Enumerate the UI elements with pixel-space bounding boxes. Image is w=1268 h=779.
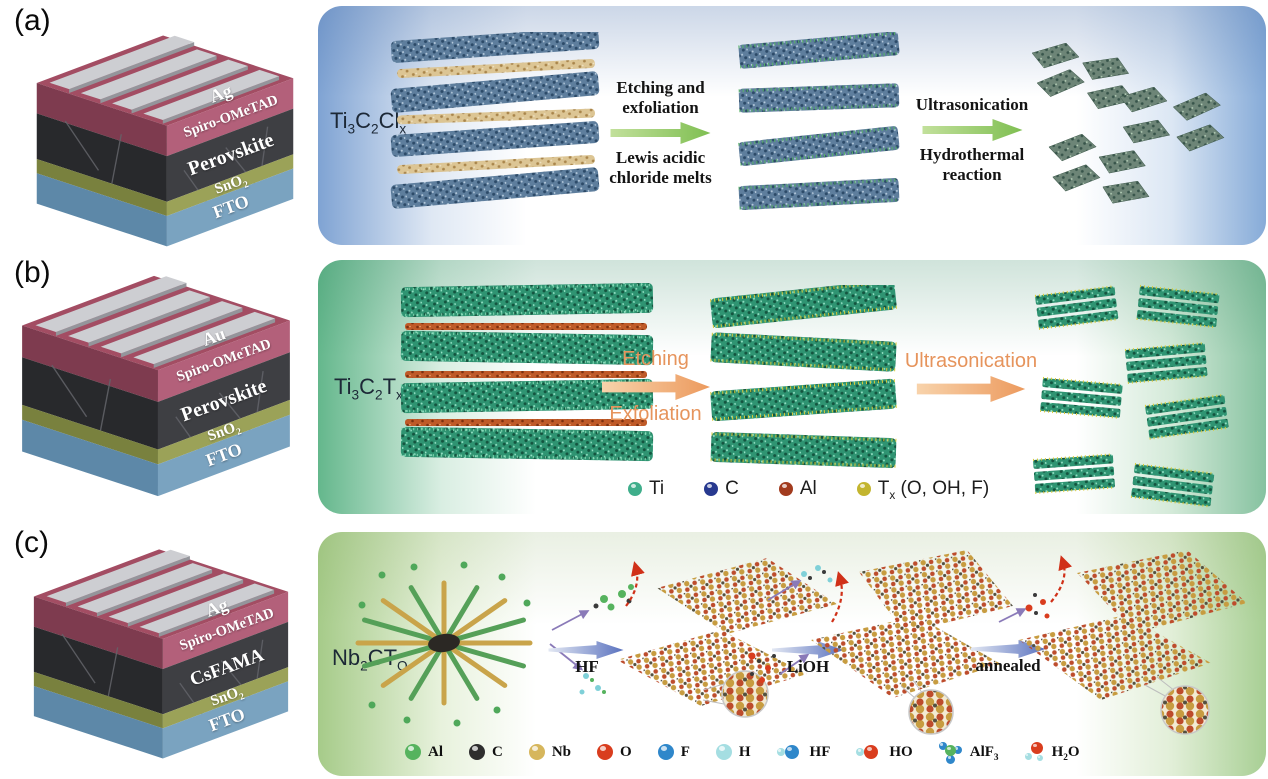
legend-label: Nb xyxy=(551,743,572,760)
legend-label: O xyxy=(620,743,632,760)
step-label-hf: HF xyxy=(575,657,599,676)
legend-label: F xyxy=(680,743,690,760)
step-etching-exfoliation-b: Etching Exfoliation xyxy=(593,348,718,426)
lioh-reaction-molecules-illustration xyxy=(748,565,849,683)
step-ultrasonication-b: Ultrasonication xyxy=(897,350,1045,405)
legend-item-al: Al xyxy=(778,478,817,500)
legend-item-tx: Tx (O, OH, F) xyxy=(856,478,990,502)
ti-atom-icon xyxy=(628,482,642,496)
legend-panel-b: Ti C Al Tx (O, OH, F) xyxy=(628,478,990,502)
c-atom-icon xyxy=(704,482,719,496)
legend-label: Al xyxy=(428,743,443,760)
material-label-ti3c2tx: Ti3C2Tx xyxy=(334,374,403,403)
legend-label: Ti xyxy=(649,478,665,499)
legend-label: HO xyxy=(889,743,913,760)
step-label-line: Exfoliation xyxy=(609,403,702,425)
c-atom-icon xyxy=(469,744,485,760)
legend-panel-c: Al C Nb O F H HF HO xyxy=(405,740,1080,764)
step-label-line: chloride melts xyxy=(609,168,712,187)
hf-reaction-molecules-illustration xyxy=(549,561,645,695)
step-label-lioh: LiOH xyxy=(786,657,830,676)
mxene-quantum-flakes-illustration xyxy=(1032,43,1225,208)
step-label-annealed: annealed xyxy=(975,656,1041,675)
legend-item-alf3: AlF3 xyxy=(938,740,999,764)
tx-atom-icon xyxy=(856,482,871,496)
panel-c-letter: (c) xyxy=(14,526,49,559)
legend-item-al: Al xyxy=(405,744,443,761)
device-stack-a: Ag Spiro-OMeTAD Perovskite SnO2 FTO xyxy=(20,26,310,254)
legend-item-h: H xyxy=(715,743,751,761)
etched-mxene-stack-illustration xyxy=(738,32,900,210)
legend-item-nb: Nb xyxy=(528,743,572,761)
legend-label: H xyxy=(738,743,751,760)
nb2c-max-fan-illustration xyxy=(355,561,533,727)
legend-item-c: C xyxy=(704,478,739,500)
step-label-line: exfoliation xyxy=(622,98,699,117)
mxene-flakes-illustration-b xyxy=(1032,284,1229,508)
legend-item-o: O xyxy=(597,744,632,761)
h-atom-icon xyxy=(715,744,732,760)
h2o-molecule-icon xyxy=(1024,742,1045,762)
al-atom-icon xyxy=(778,482,793,496)
device-stack-c: Ag Spiro-OMeTAD CsFAMA SnO2 FTO xyxy=(16,540,306,766)
annealing-molecules-illustration xyxy=(998,555,1073,623)
legend-label: Al xyxy=(799,478,817,499)
panel-a-letter: (a) xyxy=(14,4,51,37)
panel-b-letter: (b) xyxy=(14,256,51,289)
step-etching-exfoliation: Etching and exfoliation Lewis acidic chl… xyxy=(583,78,738,188)
legend-item-hf: HF xyxy=(776,743,831,761)
ho-molecule-icon xyxy=(856,744,882,760)
step-label-line: reaction xyxy=(942,165,1002,184)
green-arrow-icon xyxy=(610,122,711,144)
orange-arrow-icon xyxy=(916,376,1026,402)
orange-arrow-icon xyxy=(601,374,710,400)
legend-label: AlF3 xyxy=(969,743,999,763)
material-label-ti3c2clx: Ti3C2Clx xyxy=(330,108,407,137)
exfoliated-mxene-illustration xyxy=(709,285,898,469)
legend-label: HF xyxy=(809,743,831,760)
o-atom-icon xyxy=(597,744,614,760)
nb-atom-icon xyxy=(528,744,545,760)
step-label-line: Ultrasonication xyxy=(915,95,1029,114)
legend-label: C xyxy=(725,478,739,499)
legend-label: H2O xyxy=(1051,743,1080,763)
legend-item-h2o: H2O xyxy=(1024,742,1080,763)
legend-label: C xyxy=(492,743,503,760)
step-label-line: Ultrasonication xyxy=(904,350,1038,372)
mxene-sheets-lioh-illustration xyxy=(811,550,1013,735)
green-arrow-icon xyxy=(922,119,1022,141)
f-atom-icon xyxy=(657,744,674,760)
step-ultrasonication-hydrothermal: Ultrasonication Hydrothermal reaction xyxy=(897,95,1047,185)
al-atom-icon xyxy=(405,744,421,760)
device-stack-b: Au Spiro-OMeTAD Perovskite SnO2 FTO xyxy=(6,266,306,504)
hf-molecule-icon xyxy=(776,744,803,760)
alf3-molecule-icon xyxy=(938,740,963,764)
legend-item-f: F xyxy=(657,743,690,761)
max-phase-stack-illustration xyxy=(390,32,600,209)
legend-item-ho: HO xyxy=(856,743,913,761)
legend-label: Tx (O, OH, F) xyxy=(877,478,990,502)
step-label-line: Etching and xyxy=(616,78,705,97)
legend-item-ti: Ti xyxy=(628,478,664,500)
step-label-line: Hydrothermal xyxy=(919,145,1025,164)
step-label-line: Etching xyxy=(622,348,689,370)
mxene-sheets-annealed-illustration xyxy=(1019,550,1247,735)
mxene-sheets-hf-illustration xyxy=(617,558,837,718)
max-phase-block-illustration xyxy=(400,283,654,462)
blue-arrow-icon xyxy=(548,641,624,659)
legend-item-c: C xyxy=(469,744,503,761)
step-label-line: Lewis acidic xyxy=(615,148,706,167)
